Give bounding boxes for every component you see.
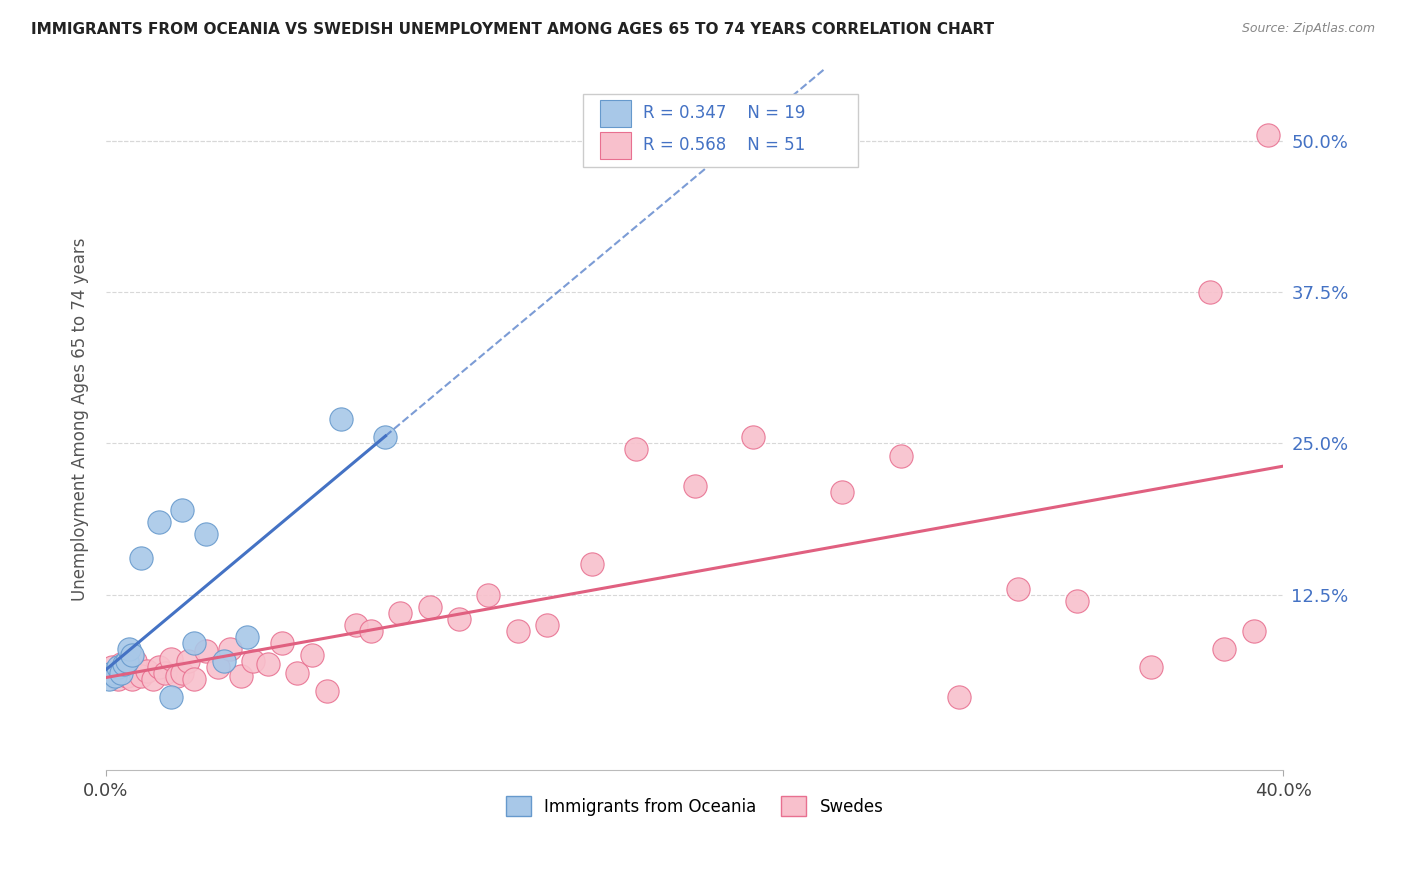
Swedes (129, 668, 152, 682)
Swedes (172, 666, 194, 681)
Swedes (115, 668, 138, 682)
Swedes (207, 660, 229, 674)
Immigrants from Oceania (97, 673, 120, 687)
Swedes (153, 666, 176, 681)
Swedes (112, 664, 135, 678)
Swedes (1257, 128, 1279, 142)
Immigrants from Oceania (104, 668, 127, 682)
Swedes (624, 442, 647, 457)
Immigrants from Oceania (121, 648, 143, 662)
Immigrants from Oceania (129, 551, 152, 566)
Swedes (477, 588, 499, 602)
Swedes (1066, 593, 1088, 607)
Swedes (104, 666, 127, 681)
Immigrants from Oceania (148, 515, 170, 529)
Swedes (177, 654, 200, 668)
Immigrants from Oceania (101, 666, 124, 681)
Immigrants from Oceania (159, 690, 181, 705)
Immigrants from Oceania (115, 654, 138, 668)
Swedes (110, 657, 132, 671)
Swedes (285, 666, 308, 681)
Swedes (301, 648, 323, 662)
Immigrants from Oceania (107, 660, 129, 674)
Swedes (948, 690, 970, 705)
Immigrants from Oceania (374, 430, 396, 444)
Swedes (218, 642, 240, 657)
Swedes (360, 624, 382, 638)
Swedes (1007, 582, 1029, 596)
Swedes (315, 684, 337, 698)
Swedes (121, 673, 143, 687)
Swedes (231, 668, 253, 682)
Immigrants from Oceania (183, 636, 205, 650)
Immigrants from Oceania (110, 666, 132, 681)
Swedes (506, 624, 529, 638)
Swedes (344, 618, 367, 632)
Immigrants from Oceania (112, 657, 135, 671)
Swedes (581, 558, 603, 572)
Swedes (148, 660, 170, 674)
Swedes (101, 660, 124, 674)
Text: R = 0.347    N = 19: R = 0.347 N = 19 (643, 104, 804, 122)
Text: R = 0.568    N = 51: R = 0.568 N = 51 (643, 136, 804, 154)
Swedes (389, 606, 412, 620)
Y-axis label: Unemployment Among Ages 65 to 74 years: Unemployment Among Ages 65 to 74 years (72, 237, 89, 601)
Swedes (1243, 624, 1265, 638)
Swedes (159, 651, 181, 665)
Swedes (124, 654, 146, 668)
Text: IMMIGRANTS FROM OCEANIA VS SWEDISH UNEMPLOYMENT AMONG AGES 65 TO 74 YEARS CORREL: IMMIGRANTS FROM OCEANIA VS SWEDISH UNEMP… (31, 22, 994, 37)
Swedes (166, 668, 188, 682)
Immigrants from Oceania (236, 630, 259, 644)
Swedes (242, 654, 264, 668)
Swedes (419, 599, 441, 614)
Swedes (194, 644, 217, 658)
Swedes (142, 673, 165, 687)
Swedes (742, 430, 765, 444)
Swedes (183, 673, 205, 687)
Text: Source: ZipAtlas.com: Source: ZipAtlas.com (1241, 22, 1375, 36)
Swedes (831, 484, 853, 499)
Immigrants from Oceania (118, 642, 141, 657)
Swedes (683, 479, 706, 493)
Swedes (1139, 660, 1161, 674)
Immigrants from Oceania (330, 412, 353, 426)
Swedes (1213, 642, 1236, 657)
Immigrants from Oceania (212, 654, 235, 668)
Swedes (271, 636, 294, 650)
Swedes (889, 449, 911, 463)
Legend: Immigrants from Oceania, Swedes: Immigrants from Oceania, Swedes (498, 788, 891, 825)
Swedes (136, 664, 159, 678)
Immigrants from Oceania (194, 527, 217, 541)
Swedes (118, 660, 141, 674)
Swedes (256, 657, 278, 671)
Immigrants from Oceania (172, 503, 194, 517)
Swedes (1198, 285, 1220, 300)
Swedes (536, 618, 558, 632)
Swedes (107, 673, 129, 687)
Swedes (449, 612, 471, 626)
